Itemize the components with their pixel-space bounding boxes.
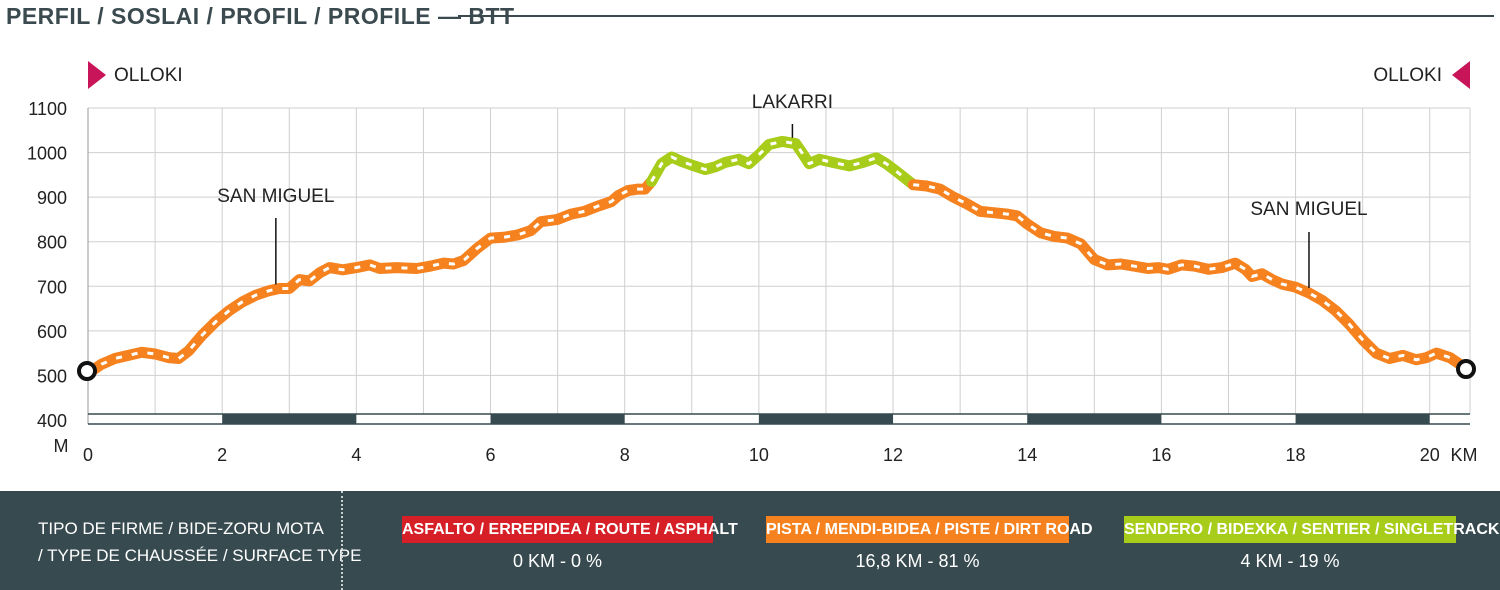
y-unit-label: M <box>54 436 69 456</box>
x-tick-label: 18 <box>1286 445 1306 465</box>
y-tick-label: 1100 <box>28 99 67 119</box>
distance-band-segment <box>1295 414 1430 424</box>
distance-band-segment <box>758 414 894 424</box>
annotation-label: SAN MIGUEL <box>217 186 334 207</box>
page-title: PERFIL / SOSLAI / PROFIL / PROFILE — BTT <box>6 3 515 29</box>
y-axis-ticks: 400 500 600 700 800 900 1000 1100 <box>27 99 67 431</box>
start-marker-icon <box>88 61 106 89</box>
x-tick-label: 8 <box>620 445 630 465</box>
x-tick-label: 10 <box>749 445 769 465</box>
x-tick-label: 12 <box>883 445 903 465</box>
x-tick-label: 2 <box>217 445 227 465</box>
distance-band <box>88 413 1470 425</box>
x-unit-label: KM <box>1451 445 1478 465</box>
end-label: OLLOKI <box>1373 65 1442 86</box>
y-tick-label: 800 <box>37 233 67 253</box>
surface-type-footer: TIPO DE FIRME / BIDE-ZORU MOTA / TYPE DE… <box>0 491 1500 590</box>
start-label: OLLOKI <box>114 65 183 86</box>
annotation-label: LAKARRI <box>752 92 833 113</box>
end-point-icon <box>1456 359 1476 379</box>
y-tick-label: 700 <box>37 277 67 297</box>
profile-segment-dirt <box>82 176 657 379</box>
profile-segment-single <box>646 135 919 191</box>
x-tick-label: 6 <box>486 445 496 465</box>
y-tick-label: 1000 <box>27 144 67 164</box>
profile-segment-dirt <box>907 179 1476 376</box>
y-tick-label: 600 <box>37 322 67 342</box>
distance-band-segment <box>490 414 625 424</box>
distance-band-segment <box>222 414 357 424</box>
singletrack-stat: 4 KM - 19 % <box>1240 551 1340 571</box>
x-tick-label: 16 <box>1151 445 1171 465</box>
annotation-label: SAN MIGUEL <box>1250 199 1367 220</box>
title-divider <box>458 15 1494 17</box>
x-axis-ticks: 0 2 4 6 8 10 12 14 16 18 20 <box>83 445 1440 465</box>
y-tick-label: 400 <box>37 411 67 431</box>
asphalt-badge: ASFALTO / ERREPIDEA / ROUTE / ASPHALT <box>402 516 738 543</box>
x-tick-label: 4 <box>351 445 361 465</box>
dirt-road-badge: PISTA / MENDI-BIDEA / PISTE / DIRT ROAD <box>766 516 1093 543</box>
start-point-icon <box>77 361 97 381</box>
singletrack-badge: SENDERO / BIDEXKA / SENTIER / SINGLETRAC… <box>1124 516 1499 543</box>
place-annotations: SAN MIGUEL LAKARRI SAN MIGUEL <box>217 92 1368 288</box>
x-tick-label: 20 <box>1420 445 1440 465</box>
footer-divider <box>341 491 343 590</box>
asphalt-stat: 0 KM - 0 % <box>512 551 603 571</box>
end-marker-icon <box>1452 61 1470 89</box>
y-tick-label: 500 <box>37 366 67 386</box>
x-tick-label: 0 <box>83 445 93 465</box>
distance-band-segment <box>1027 414 1162 424</box>
dirt-road-stat: 16,8 KM - 81 % <box>855 551 980 571</box>
elevation-profile-line <box>82 135 1476 379</box>
y-tick-label: 900 <box>37 188 67 208</box>
surface-type-title: TIPO DE FIRME / BIDE-ZORU MOTA / TYPE DE… <box>38 519 362 565</box>
x-tick-label: 14 <box>1017 445 1037 465</box>
chart-grid <box>87 107 1471 424</box>
profile-dashes-single <box>650 139 915 186</box>
